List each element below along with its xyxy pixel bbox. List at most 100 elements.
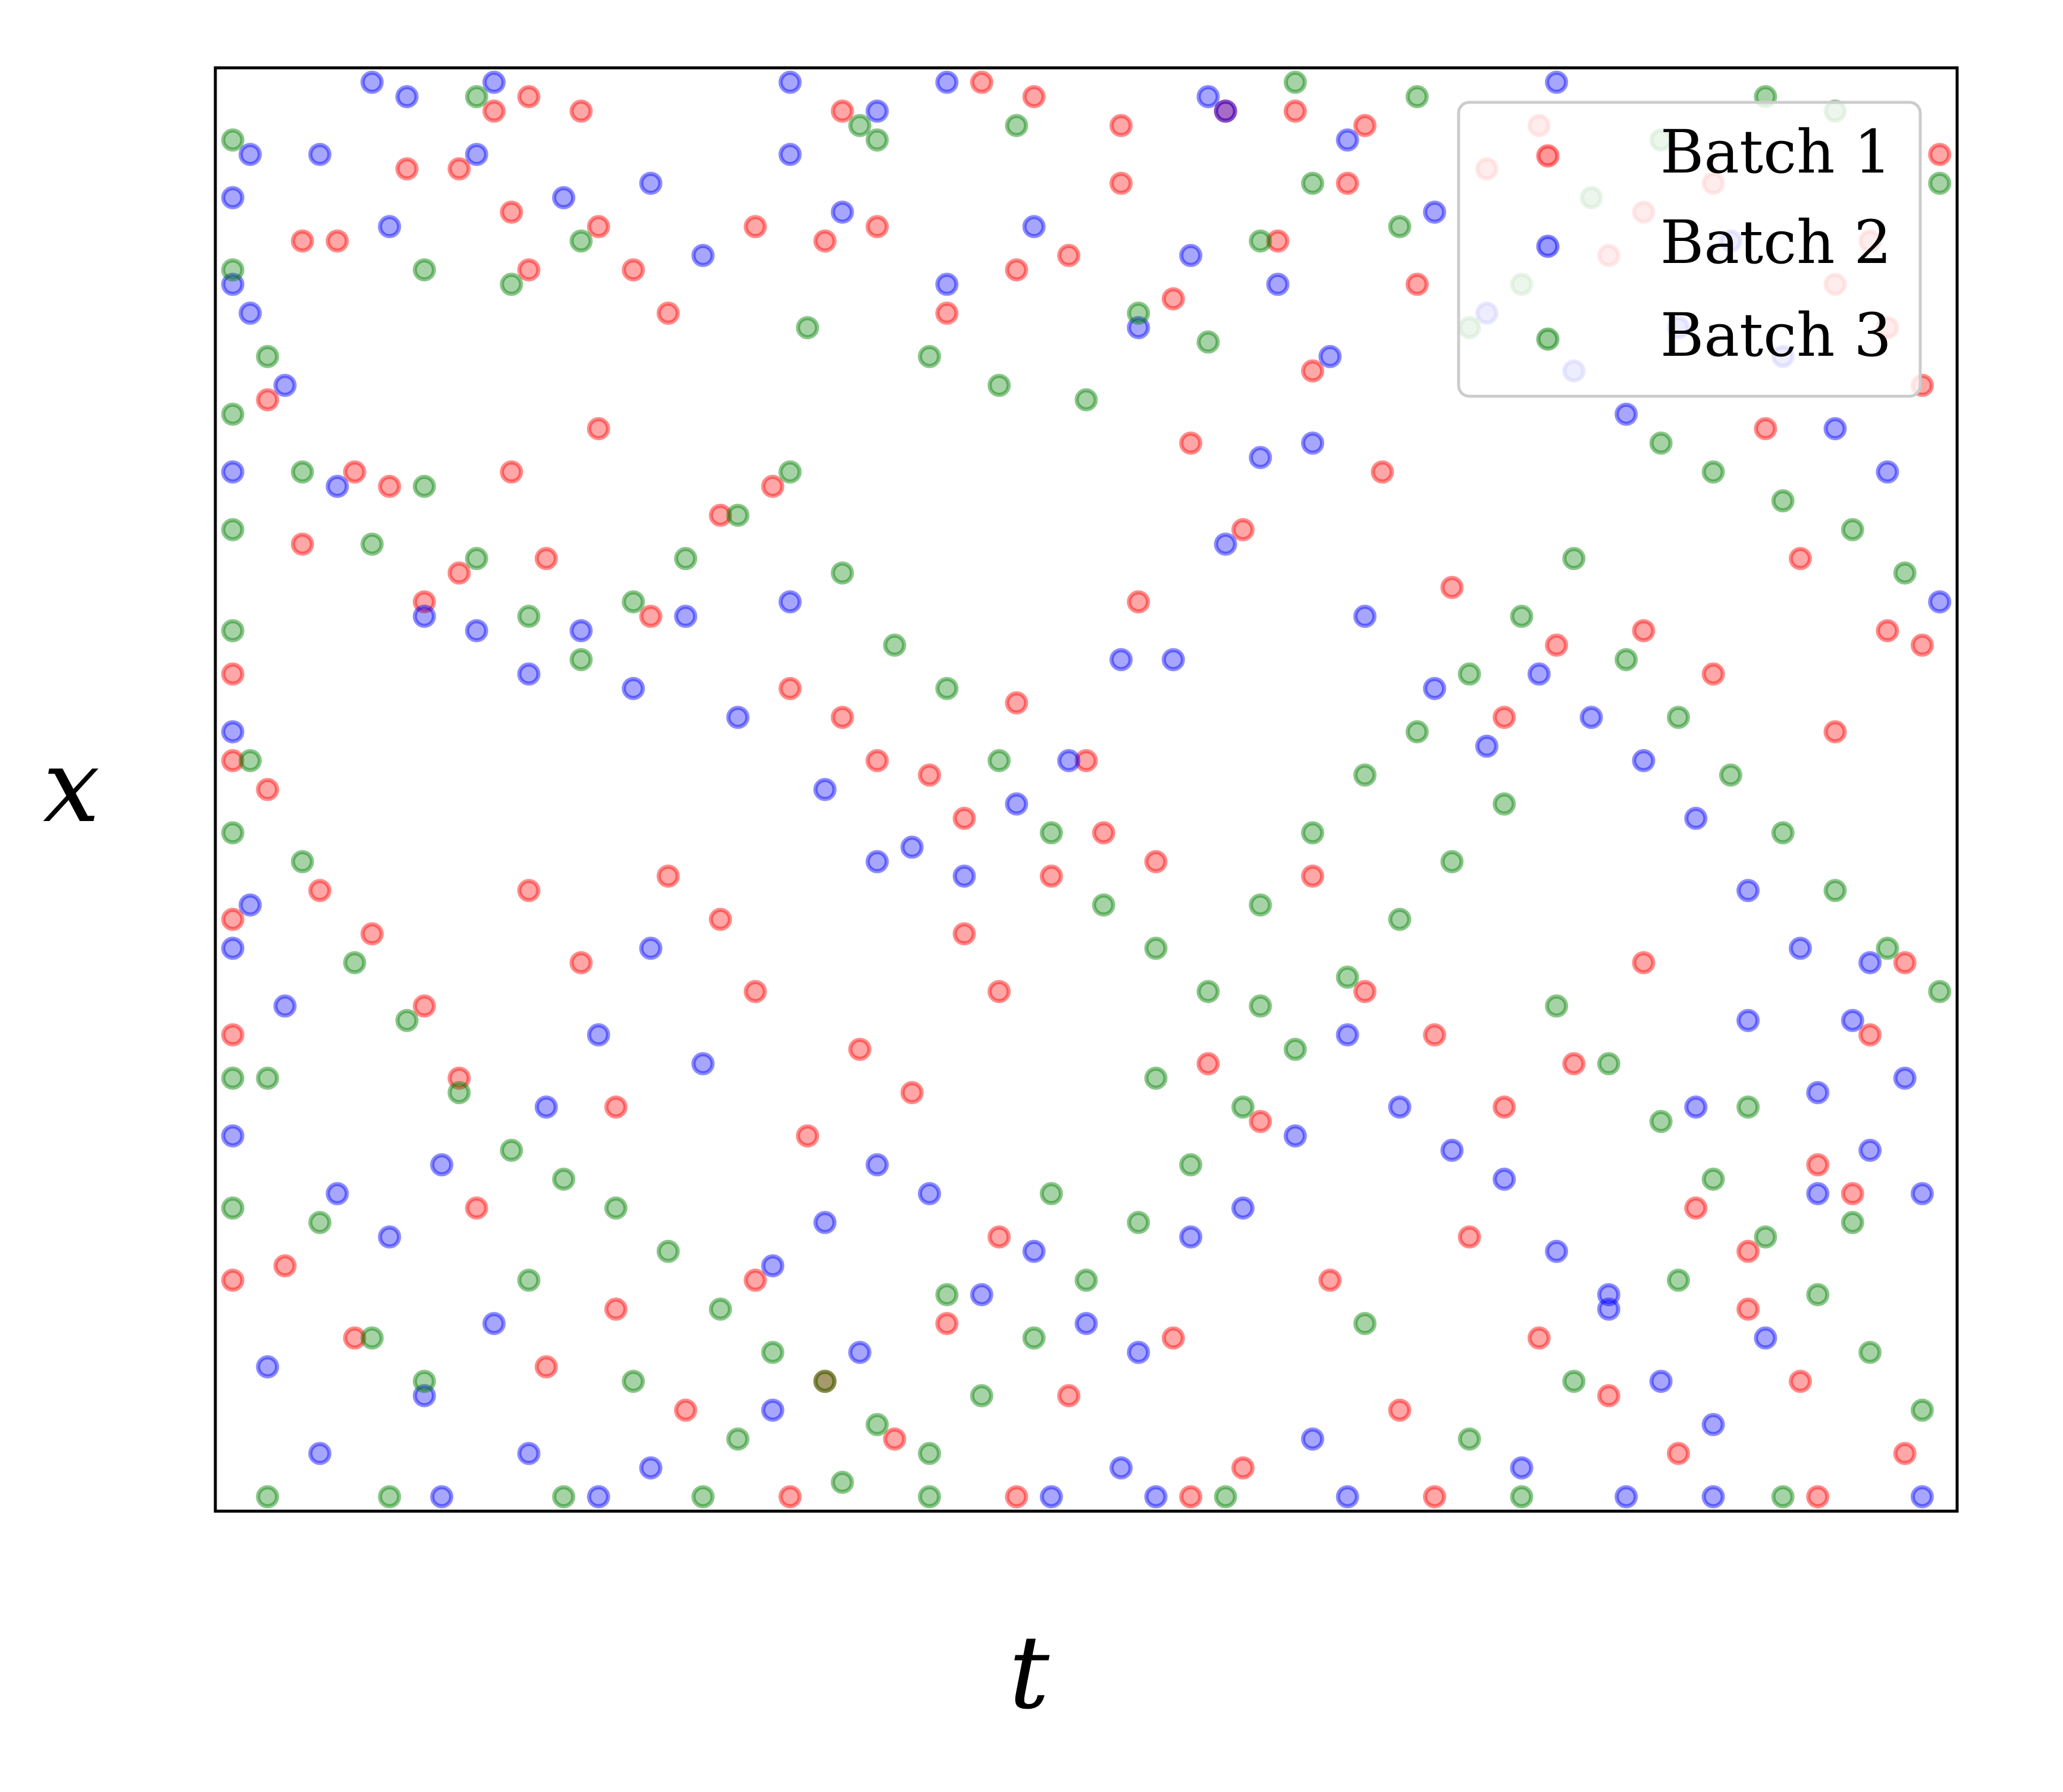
- scatter-point-batch-3-62: [1928, 980, 1952, 1004]
- scatter-point-batch-2-110: [1510, 1456, 1534, 1480]
- scatter-point-batch-3-82: [1231, 1095, 1255, 1119]
- scatter-point-batch-1-128: [1841, 1182, 1864, 1205]
- scatter-point-batch-2-114: [1806, 1081, 1830, 1104]
- scatter-point-batch-3-40: [778, 460, 802, 484]
- scatter-point-batch-3-98: [360, 1326, 384, 1350]
- scatter-point-batch-3-104: [935, 1283, 959, 1307]
- scatter-point-batch-2-69: [273, 994, 297, 1018]
- scatter-point-batch-1-64: [1440, 575, 1464, 599]
- scatter-point-batch-1-86: [848, 1038, 871, 1061]
- scatter-point-batch-1-45: [447, 561, 471, 585]
- scatter-point-batch-2-62: [1632, 749, 1656, 772]
- scatter-point-batch-2-51: [1057, 749, 1081, 772]
- scatter-point-batch-2-118: [221, 720, 244, 744]
- scatter-point-batch-1-52: [778, 676, 802, 700]
- scatter-point-batch-3-77: [970, 1384, 993, 1408]
- scatter-point-batch-3-71: [656, 1239, 680, 1263]
- scatter-point-batch-1-116: [987, 1225, 1011, 1249]
- scatter-point-batch-1-124: [1597, 1384, 1620, 1408]
- scatter-point-batch-1-121: [1388, 1398, 1412, 1422]
- scatter-point-batch-2-17: [778, 143, 802, 167]
- scatter-point-batch-1-43: [378, 475, 402, 498]
- scatter-point-batch-2-78: [761, 1254, 785, 1278]
- scatter-point-batch-3-68: [500, 1139, 523, 1162]
- scatter-point-batch-1-67: [1632, 619, 1656, 643]
- legend-label-batch-1: Batch 1: [1660, 117, 1892, 187]
- scatter-point-batch-2-117: [221, 936, 244, 960]
- scatter-point-batch-3-36: [569, 648, 593, 672]
- scatter-point-batch-2-55: [1249, 446, 1272, 469]
- scatter-point-batch-2-4: [866, 99, 889, 123]
- scatter-point-batch-1-109: [534, 1355, 558, 1379]
- scatter-point-batch-2-96: [1701, 1412, 1725, 1436]
- scatter-point-batch-3-123: [378, 1485, 402, 1509]
- scatter-point-batch-2-120: [221, 272, 244, 296]
- scatter-point-batch-3-74: [813, 1370, 837, 1393]
- scatter-point-batch-1-82: [656, 864, 680, 888]
- scatter-point-batch-2-13: [465, 143, 488, 167]
- scatter-point-batch-3-126: [918, 1485, 941, 1509]
- scatter-point-batch-3-56: [1614, 648, 1638, 672]
- scatter-point-batch-3-106: [1144, 1066, 1168, 1090]
- scatter-point-batch-2-126: [1335, 1485, 1359, 1509]
- scatter-point-batch-2-9: [1545, 70, 1569, 94]
- x-axis-label: t: [1009, 1614, 1050, 1732]
- scatter-point-batch-3-63: [239, 749, 262, 772]
- scatter-point-batch-1-95: [1301, 864, 1325, 888]
- scatter-point-batch-1-50: [708, 503, 732, 527]
- scatter-point-batch-2-48: [900, 835, 924, 859]
- plot-frame: [214, 66, 1959, 1513]
- scatter-point-batch-3-51: [1353, 763, 1377, 787]
- scatter-point-batch-3-112: [1736, 1095, 1760, 1119]
- scatter-point-batch-3-117: [221, 402, 244, 426]
- scatter-point-batch-2-71: [378, 1225, 402, 1249]
- scatter-point-batch-3-48: [1196, 980, 1220, 1004]
- scatter-point-batch-1-28: [1335, 171, 1359, 195]
- scatter-point-batch-1-56: [952, 807, 976, 830]
- scatter-point-batch-2-18: [830, 200, 854, 224]
- scatter-point-batch-3-10: [412, 258, 436, 282]
- scatter-point-batch-1-14: [500, 200, 523, 224]
- scatter-point-batch-3-78: [1022, 1326, 1046, 1350]
- scatter-point-batch-2-129: [1910, 1485, 1934, 1509]
- scatter-point-batch-3-96: [256, 1066, 280, 1090]
- scatter-point-batch-1-90: [1039, 864, 1063, 888]
- scatter-point-batch-1-68: [1701, 662, 1725, 686]
- scatter-point-batch-2-112: [1684, 1095, 1708, 1119]
- scatter-point-batch-3-33: [412, 475, 436, 498]
- scatter-point-batch-1-80: [569, 951, 593, 975]
- scatter-point-batch-1-57: [1005, 691, 1029, 715]
- scatter-point-batch-2-70: [325, 1182, 349, 1205]
- scatter-point-batch-3-54: [1510, 604, 1534, 628]
- scatter-point-batch-1-16: [587, 215, 610, 239]
- scatter-point-batch-3-34: [465, 547, 488, 571]
- scatter-point-batch-1-65: [1493, 706, 1516, 729]
- scatter-point-batch-2-107: [848, 1340, 871, 1364]
- scatter-point-batch-3-73: [761, 1340, 785, 1364]
- scatter-point-batch-3-2: [866, 128, 889, 152]
- scatter-point-batch-1-114: [883, 1427, 907, 1451]
- scatter-point-batch-1-92: [1144, 850, 1168, 873]
- scatter-point-batch-1-24: [1057, 243, 1081, 267]
- scatter-point-batch-3-86: [1440, 850, 1464, 873]
- scatter-point-batch-1-53: [830, 706, 854, 729]
- scatter-point-batch-2-15: [639, 171, 663, 195]
- scatter-point-batch-2-53: [1161, 648, 1185, 672]
- scatter-point-batch-1-75: [308, 879, 332, 903]
- scatter-point-batch-2-95: [1649, 1370, 1673, 1393]
- scatter-point-batch-3-120: [221, 1196, 244, 1220]
- scatter-point-batch-2-75: [587, 1023, 610, 1047]
- scatter-point-batch-2-37: [325, 475, 349, 498]
- scatter-point-batch-3-35: [517, 604, 541, 628]
- scatter-point-batch-2-77: [691, 1052, 715, 1076]
- scatter-point-batch-1-0: [482, 99, 506, 123]
- scatter-point-batch-1-99: [1562, 1052, 1586, 1076]
- scatter-point-batch-3-31: [290, 460, 314, 484]
- scatter-point-batch-3-25: [1649, 431, 1673, 455]
- scatter-point-batch-3-38: [674, 547, 698, 571]
- scatter-point-batch-3-55: [1562, 547, 1586, 571]
- scatter-point-batch-1-66: [1545, 633, 1569, 657]
- scatter-point-batch-1-21: [866, 215, 889, 239]
- scatter-point-batch-2-45: [778, 590, 802, 614]
- scatter-point-batch-2-119: [221, 460, 244, 484]
